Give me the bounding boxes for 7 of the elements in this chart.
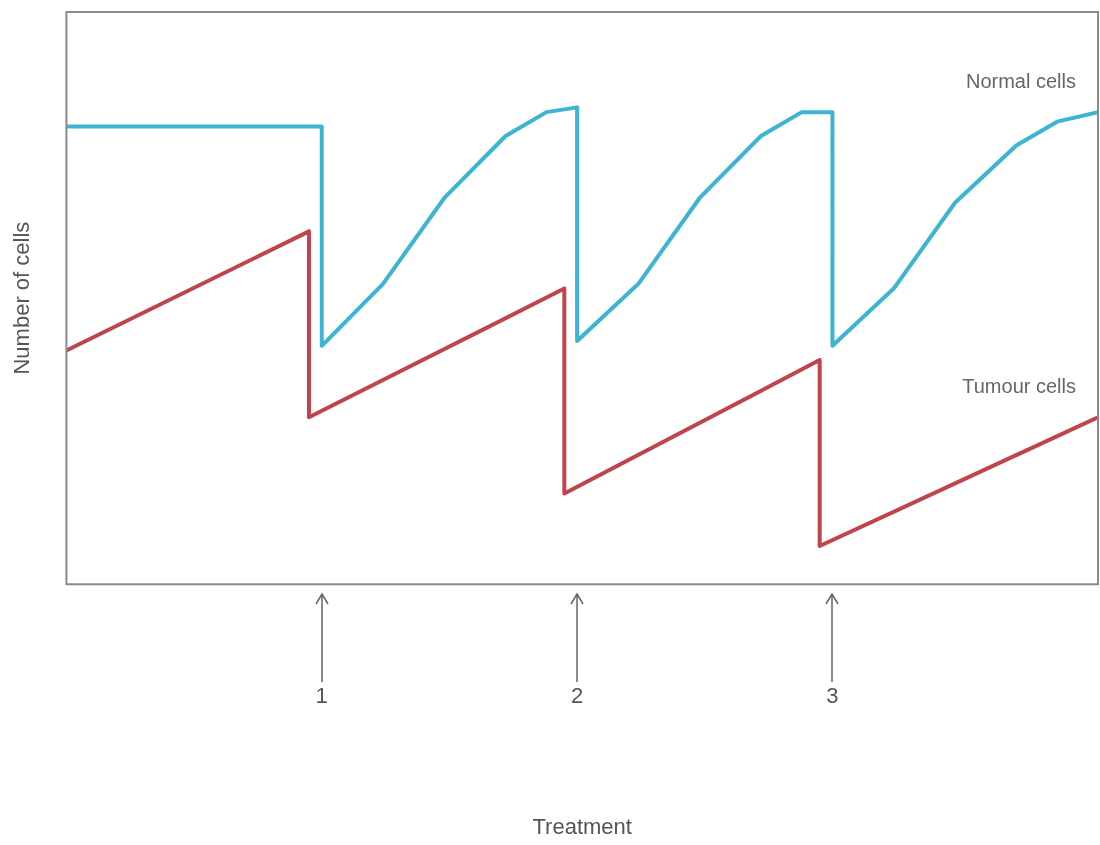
x-tick-label: 3 <box>826 683 839 709</box>
x-tick-label: 2 <box>570 683 584 709</box>
series-label: Normal cells <box>965 69 1076 92</box>
x-tick-label: 1 <box>315 683 328 709</box>
series-label: Tumour cells <box>962 374 1076 397</box>
y-axis-title: Number of cells <box>9 221 35 375</box>
x-axis-title: Treatment <box>532 813 632 839</box>
